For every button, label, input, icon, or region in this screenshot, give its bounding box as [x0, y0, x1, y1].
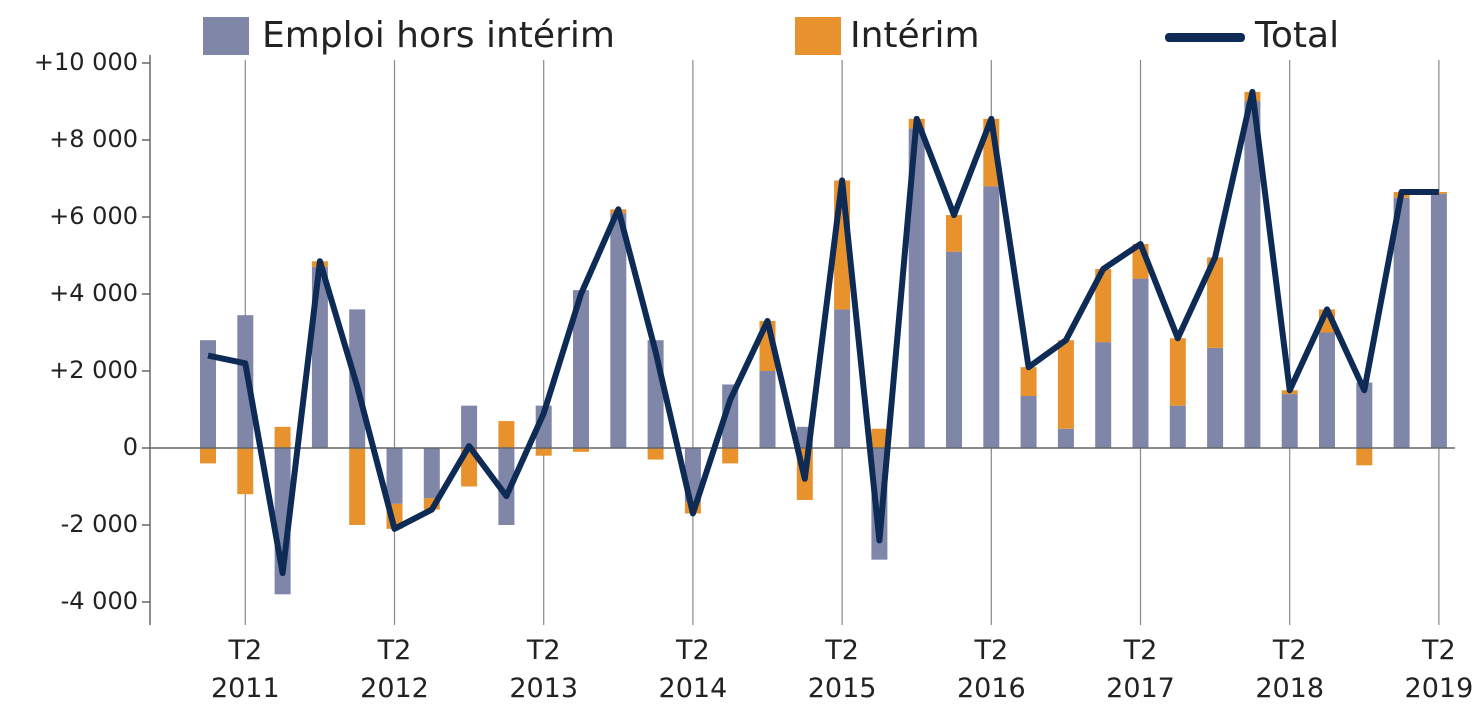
bar: [386, 448, 403, 504]
bar: [722, 448, 739, 464]
bar: [1169, 405, 1186, 448]
bar: [834, 309, 851, 448]
bar: [237, 448, 254, 495]
legend-swatch: [795, 17, 841, 55]
x-tick-label: T2 2013: [509, 635, 579, 704]
bar: [1244, 101, 1261, 448]
legend-label: Emploi hors intérim: [262, 15, 615, 56]
x-tick-label: T2 2018: [1255, 635, 1325, 704]
bar: [908, 128, 925, 448]
y-tick-label: -2 000: [61, 510, 138, 538]
x-tick-label: T2 2017: [1106, 635, 1175, 704]
bar: [349, 448, 366, 525]
y-tick-label: 0: [123, 433, 138, 461]
bar: [423, 448, 440, 499]
bar: [1207, 347, 1224, 448]
bar: [1281, 394, 1298, 448]
bar: [722, 384, 739, 448]
total-line: [207, 88, 1439, 577]
bar: [1095, 342, 1112, 448]
x-tick-label: T2 2015: [807, 635, 877, 704]
bar: [535, 448, 552, 456]
bar: [1169, 338, 1186, 406]
x-tick-label: T2 2014: [658, 635, 728, 704]
y-tick-label: +2 000: [49, 356, 138, 384]
bar: [1020, 396, 1037, 448]
bar: [946, 215, 962, 252]
bar: [1057, 340, 1074, 429]
y-tick-label: +10 000: [34, 48, 138, 76]
x-tick-label: T2 2016: [956, 635, 1026, 704]
y-tick-label: +8 000: [49, 125, 138, 153]
bar: [1057, 428, 1074, 448]
bar: [1207, 257, 1224, 348]
legend-swatch: [1165, 33, 1245, 42]
y-tick-label: +4 000: [49, 279, 138, 307]
bar: [1319, 332, 1335, 448]
x-tick-label: T2 2011: [210, 635, 280, 704]
bar: [461, 405, 478, 448]
legend-label: Intérim: [850, 15, 980, 56]
bar: [1430, 193, 1447, 448]
legend-swatch: [203, 17, 249, 55]
bar: [498, 448, 515, 525]
bar: [1356, 448, 1373, 466]
bar: [274, 426, 291, 448]
y-tick-label: +6 000: [49, 202, 138, 230]
bar: [200, 448, 216, 464]
bar: [1356, 382, 1373, 448]
bar: [1132, 278, 1149, 448]
bar: [573, 290, 589, 448]
bar: [498, 421, 515, 448]
bar: [647, 448, 664, 460]
x-tick-label: T2 2012: [360, 635, 429, 704]
bar: [946, 251, 962, 448]
bar: [759, 371, 776, 448]
bar: [237, 315, 254, 448]
bar: [573, 448, 589, 452]
bar: [200, 340, 216, 448]
bar: [983, 186, 1000, 448]
bar: [610, 213, 627, 448]
bar: [1393, 197, 1410, 448]
x-tick-label: T2 2019: [1404, 635, 1474, 704]
legend-label: Total: [1254, 15, 1339, 56]
bar: [1095, 268, 1112, 343]
bar: [871, 428, 888, 448]
y-tick-label: -4 000: [61, 587, 138, 615]
bar: [1020, 367, 1037, 397]
